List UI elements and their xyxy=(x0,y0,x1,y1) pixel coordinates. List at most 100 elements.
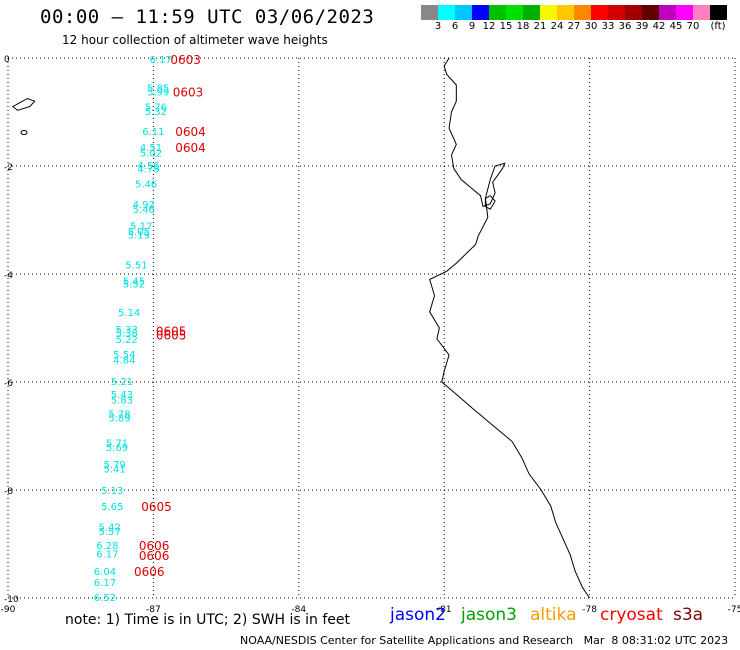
legend-s3a: s3a xyxy=(673,605,704,625)
time-label: 0605 xyxy=(141,500,172,514)
lat-tick-label: 0 xyxy=(4,55,10,65)
colorbar-label: 33 xyxy=(601,21,615,32)
wave-height-label: 6.04 xyxy=(94,567,116,578)
lon-tick-label: -78 xyxy=(582,605,597,615)
wave-height-label: 5.46 xyxy=(135,179,157,190)
colorbar-label: (ft) xyxy=(710,21,726,32)
lat-tick-label: -8 xyxy=(4,487,13,497)
colorbar-swatch xyxy=(455,5,472,20)
wave-height-label: 6.52 xyxy=(94,593,116,604)
wave-height-label: 5.76 xyxy=(145,103,167,114)
colorbar-swatch xyxy=(676,5,693,20)
wave-height-label: 5.02 xyxy=(140,149,162,160)
lon-tick-label: -75 xyxy=(728,605,740,615)
wave-height-label: 4.84 xyxy=(113,355,135,366)
colorbar-label: 24 xyxy=(550,21,564,32)
colorbar-swatch xyxy=(506,5,523,20)
lon-tick-label: -81 xyxy=(437,605,452,615)
galapagos-island xyxy=(11,97,36,111)
wave-height-label: 5.22 xyxy=(116,335,138,346)
time-label: 0603 xyxy=(173,85,204,99)
lat-tick-label: -2 xyxy=(4,163,13,173)
legend-jason3: jason3 xyxy=(461,605,517,625)
colorbar-swatch xyxy=(693,5,710,20)
legend-cryosat: cryosat xyxy=(600,605,663,625)
wave-height-label: 6.11 xyxy=(142,127,164,138)
wave-height-label: 5.42 xyxy=(99,523,121,534)
colorbar-label: 9 xyxy=(468,21,476,32)
wave-height-label: 5.71 xyxy=(106,438,128,449)
wave-height-label: 5.05 xyxy=(128,227,150,238)
time-label: 0606 xyxy=(139,549,170,563)
wave-height-label: 5.83 xyxy=(111,395,133,406)
wave-height-label: 5.57 xyxy=(99,527,121,538)
page-title: 00:00 – 11:59 UTC 03/06/2023 xyxy=(40,6,375,28)
footer-note: note: 1) Time is in UTC; 2) SWH is in fe… xyxy=(65,612,351,628)
legend-jason2: jason2 xyxy=(390,605,446,625)
legend-altika: altika xyxy=(530,605,577,625)
colorbar-swatch xyxy=(472,5,489,20)
colorbar-label: 42 xyxy=(652,21,666,32)
lon-tick-label: -87 xyxy=(146,605,161,615)
wave-height-label: 4.56 xyxy=(137,161,159,172)
colorbar-swatch xyxy=(540,5,557,20)
wave-height-label: 5.17 xyxy=(130,221,152,232)
colorbar-label: 45 xyxy=(669,21,683,32)
colorbar-swatch xyxy=(438,5,455,20)
wave-height-label: 5.43 xyxy=(111,390,133,401)
wave-height-label: 6.17 xyxy=(150,55,172,66)
time-label: 0606 xyxy=(134,565,165,579)
wave-height-label: 5.21 xyxy=(111,377,133,388)
colorbar-swatch xyxy=(625,5,642,20)
colorbar-label: 21 xyxy=(533,21,547,32)
colorbar-swatch xyxy=(659,5,676,20)
lat-tick-label: -4 xyxy=(4,271,13,281)
colorbar-labels: 3 6 9 12 15 18 21 24 27 30 33 36 39 42 45 70 (ft) xyxy=(421,21,740,35)
lat-tick-label: -10 xyxy=(4,595,19,605)
colorbar-label: 3 xyxy=(434,21,442,32)
colorbar-label: 6 xyxy=(451,21,459,32)
colorbar-swatch xyxy=(710,5,727,20)
wave-height-label: 5.19 xyxy=(128,231,150,242)
credit-line: NOAA/NESDIS Center for Satellite Applica… xyxy=(240,634,729,647)
lat-tick-label: -6 xyxy=(4,379,13,389)
coastline xyxy=(429,57,591,599)
galapagos-islet xyxy=(20,130,28,136)
colorbar-label: 70 xyxy=(686,21,700,32)
time-label: 0604 xyxy=(175,141,206,155)
wave-height-label: 5.32 xyxy=(145,107,167,118)
wave-height-label: 5.78 xyxy=(108,409,130,420)
wave-height-colorbar xyxy=(421,5,727,20)
colorbar-label: 15 xyxy=(499,21,513,32)
colorbar-label: 36 xyxy=(618,21,632,32)
time-label: 0603 xyxy=(170,53,201,67)
lon-tick-label: -90 xyxy=(1,605,16,615)
colorbar-swatch xyxy=(642,5,659,20)
puna-island xyxy=(484,195,496,210)
time-label: 0605 xyxy=(156,328,187,342)
colorbar-swatch xyxy=(489,5,506,20)
wave-height-label: 5.79 xyxy=(103,460,125,471)
colorbar-label: 30 xyxy=(584,21,598,32)
wave-height-label: 5.51 xyxy=(125,260,147,271)
wave-height-label: 5.33 xyxy=(116,325,138,336)
wave-height-label: 5.38 xyxy=(116,328,138,339)
colorbar-swatch xyxy=(523,5,540,20)
wave-height-label: 6.28 xyxy=(96,541,118,552)
wave-height-label: 4.92 xyxy=(133,200,155,211)
wave-height-label: 4.79 xyxy=(137,165,159,176)
wave-height-label: 5.65 xyxy=(101,502,123,513)
lon-tick-label: -84 xyxy=(291,605,306,615)
wave-height-label: 5.52 xyxy=(123,280,145,291)
wave-height-label: 5.89 xyxy=(108,414,130,425)
wave-height-label: 5.54 xyxy=(113,350,135,361)
wave-height-label: 5.85 xyxy=(147,84,169,95)
page-subtitle: 12 hour collection of altimeter wave hei… xyxy=(62,33,328,47)
colorbar-swatch xyxy=(591,5,608,20)
wave-height-label: 6.17 xyxy=(94,578,116,589)
time-label: 0606 xyxy=(139,539,170,553)
wave-height-label: 6.17 xyxy=(96,550,118,561)
wave-height-label: 5.14 xyxy=(118,308,140,319)
wave-height-label: 5.41 xyxy=(103,464,125,475)
